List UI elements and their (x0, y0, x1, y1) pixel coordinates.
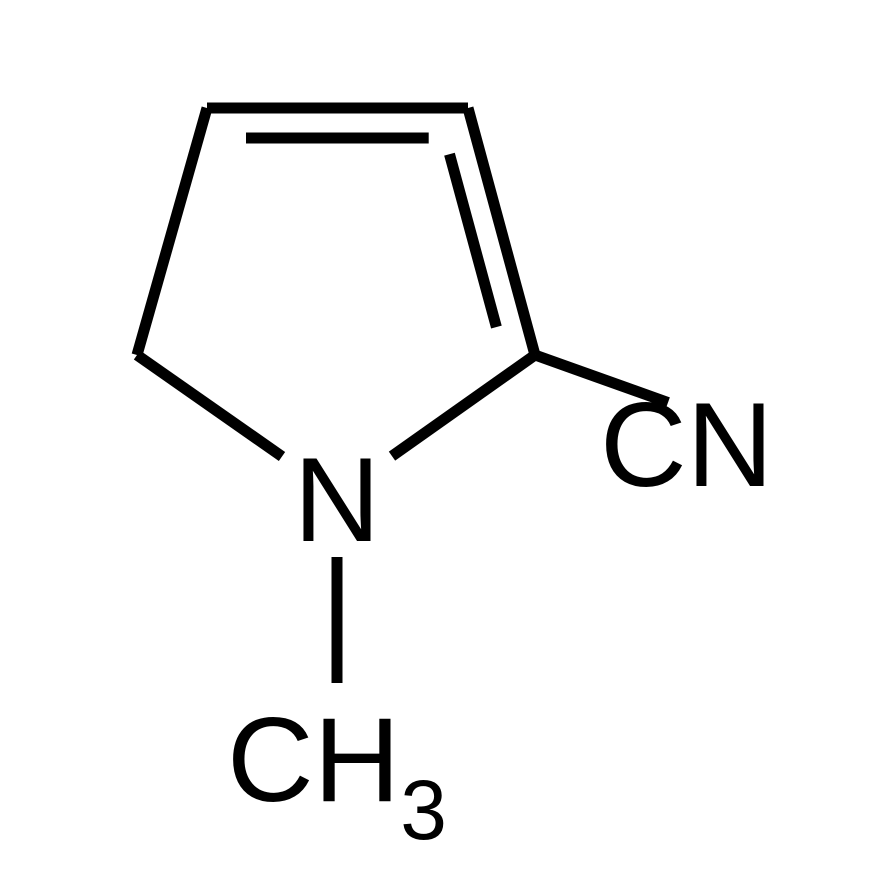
chemical-structure-diagram: N CN CH3 (0, 0, 890, 890)
atom-label-n1: N (294, 440, 381, 560)
atom-label-ch3: CH3 (227, 700, 447, 839)
atom-label-cn: CN (600, 385, 773, 505)
